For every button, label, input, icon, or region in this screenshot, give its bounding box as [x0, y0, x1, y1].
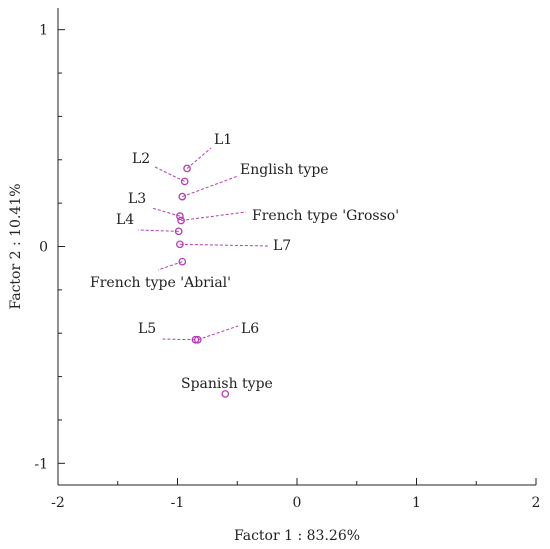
point-label: English type [240, 162, 329, 178]
point-label: French type 'Abrial' [90, 275, 231, 291]
leader-line [179, 243, 269, 247]
x-tick-label: -1 [171, 495, 185, 511]
data-point [177, 216, 185, 225]
leader-line [154, 166, 185, 182]
point-label: L2 [132, 151, 150, 167]
point-label: L4 [116, 212, 134, 228]
data-point [221, 390, 230, 398]
x-tick-label: 0 [293, 495, 302, 511]
data-point [193, 335, 202, 344]
y-tick-label: -1 [34, 456, 48, 472]
data-point [178, 257, 187, 266]
data-point [176, 212, 184, 220]
point-label: L7 [273, 238, 291, 254]
leader-line [182, 175, 239, 198]
x-axis-title: Factor 1 : 83.26% [234, 528, 360, 544]
leader-line [186, 147, 212, 169]
point-labels: L1 L2 English type L3 French type 'Grosso' L4… [90, 132, 399, 392]
data-point [174, 227, 183, 236]
x-tick-label: 1 [412, 495, 421, 511]
y-tick-label: 0 [39, 240, 48, 256]
axes [57, 8, 536, 486]
leader-line [157, 261, 183, 271]
leader-line [151, 207, 181, 217]
point-label: Spanish type [181, 376, 273, 392]
leader-line [137, 229, 179, 232]
leader-line [181, 211, 247, 221]
y-tick-label: 1 [39, 23, 48, 39]
point-label: L1 [214, 132, 232, 148]
data-point [191, 335, 200, 344]
data-point [178, 192, 187, 201]
ticks: -2 -1 0 1 2 -1 0 1 [34, 23, 540, 511]
point-label: French type 'Grosso' [252, 208, 399, 224]
leader-line [161, 338, 196, 341]
data-point [176, 240, 184, 249]
y-axis-title: Factor 2 : 10.41% [8, 183, 24, 309]
x-tick-label: 2 [532, 495, 541, 511]
point-label: L3 [128, 191, 146, 207]
data-points [174, 164, 230, 398]
data-point [180, 177, 189, 186]
x-tick-label: -2 [51, 495, 65, 511]
data-point [183, 164, 191, 173]
leader-lines [137, 147, 269, 341]
point-label: L6 [241, 321, 259, 337]
point-label: L5 [138, 321, 156, 337]
leader-line [197, 325, 239, 341]
